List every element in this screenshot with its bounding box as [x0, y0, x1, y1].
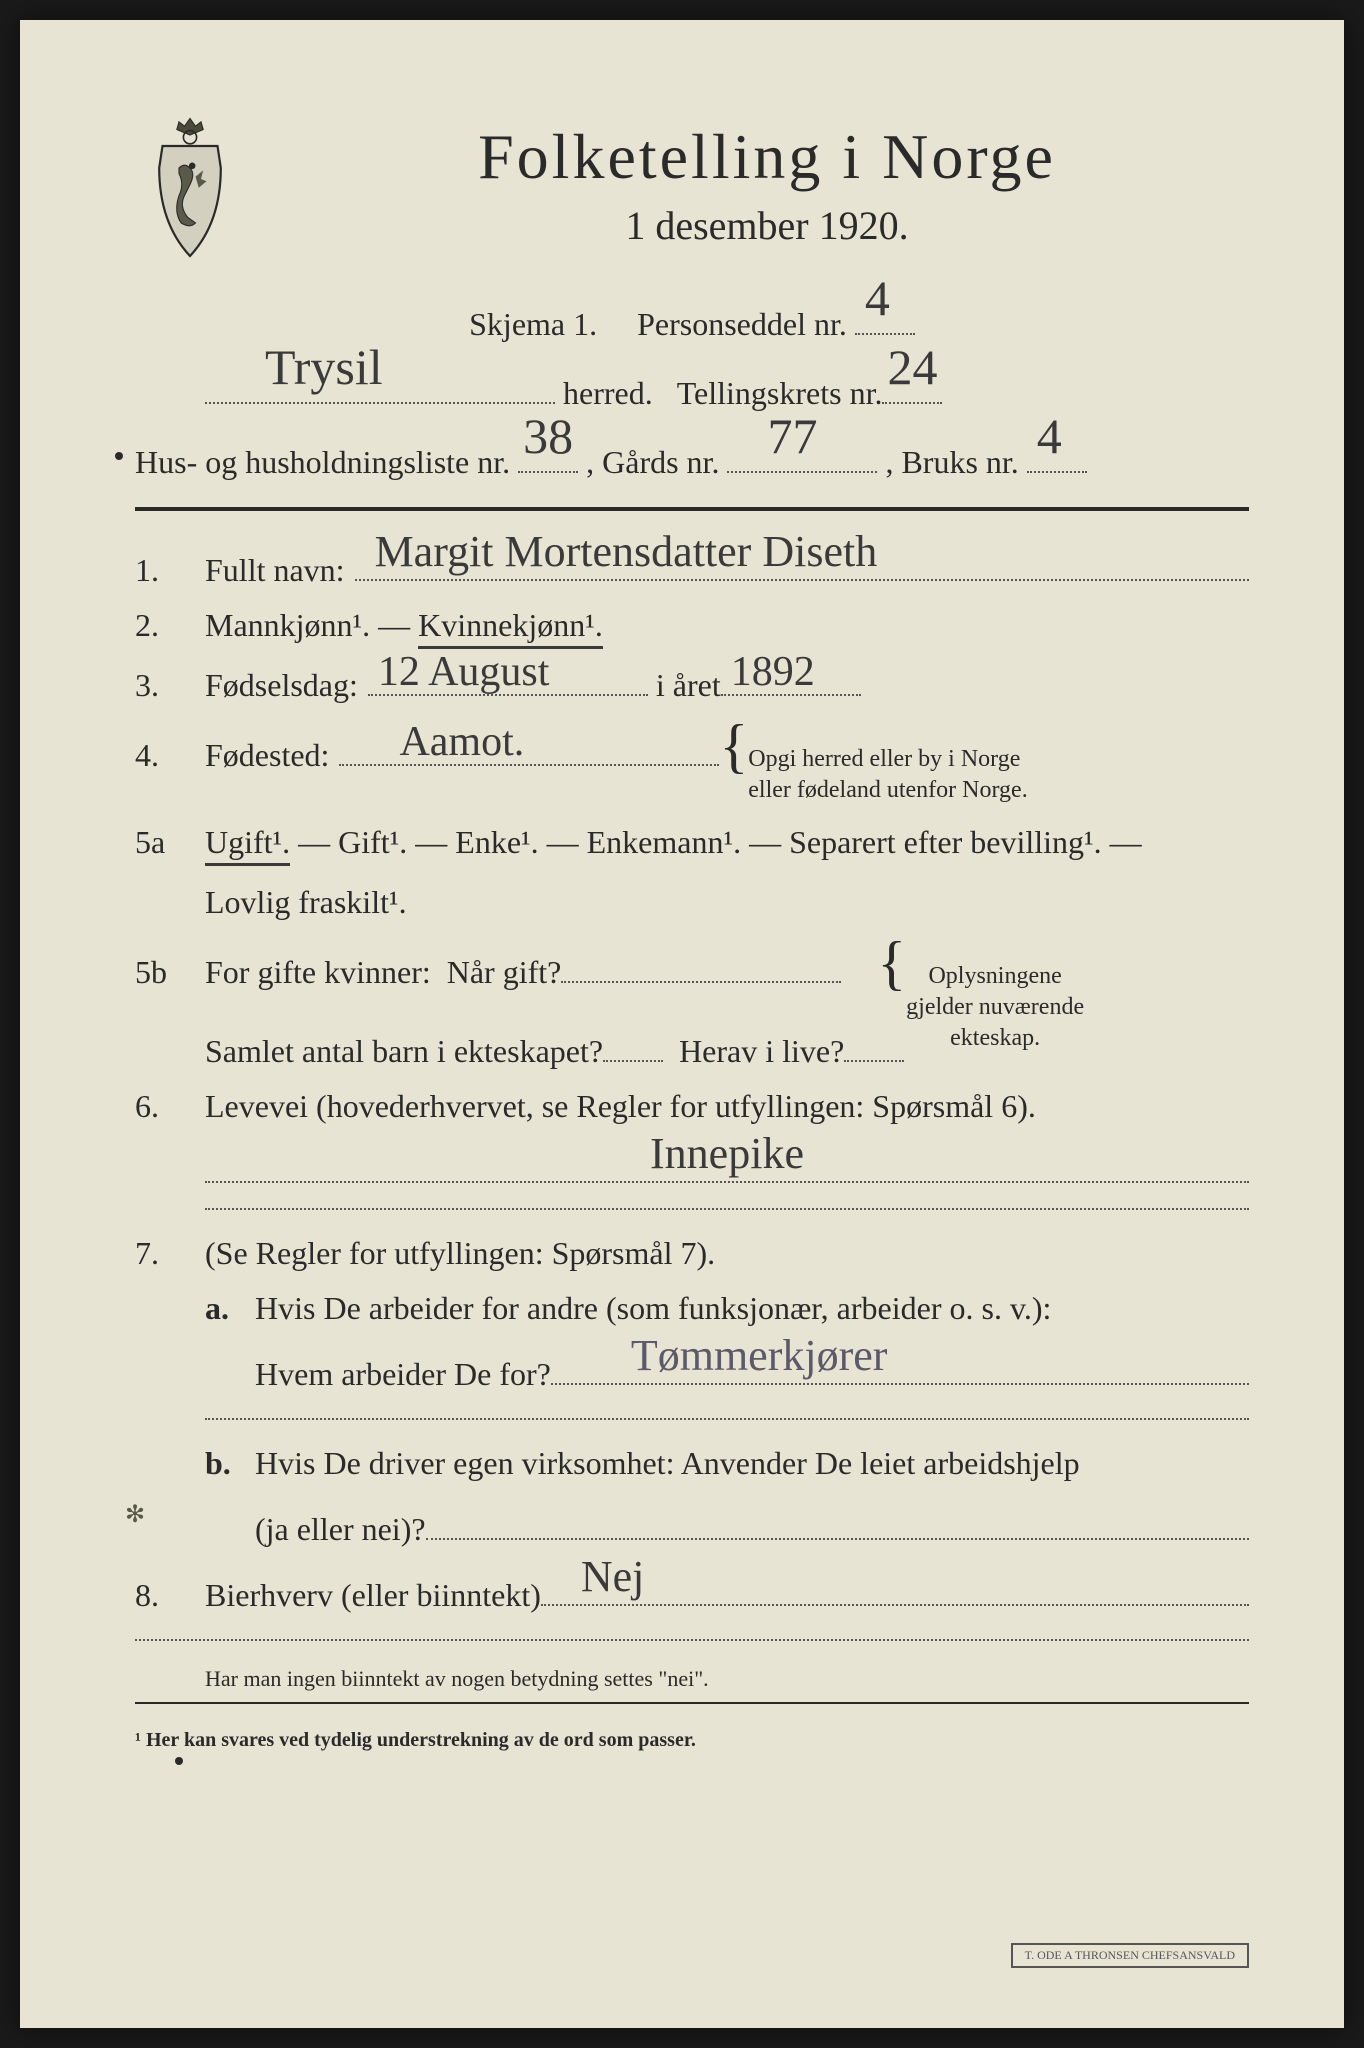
q5a-options: — Gift¹. — Enke¹. — Enkemann¹. — Separer… [298, 824, 1142, 861]
q4-value: Aamot. [399, 718, 524, 766]
q2-selected: Kvinnekjønn¹. [418, 607, 603, 649]
herred-value: Trysil [265, 327, 383, 407]
q7b-text: Hvis De driver egen virksomhet: Anvender… [255, 1445, 1080, 1482]
gards-label: , Gårds nr. [586, 444, 719, 480]
q4-note: Opgi herred eller by i Norge eller fødel… [748, 744, 1027, 806]
q5b-q2: Samlet antal barn i ekteskapet? [205, 1033, 603, 1070]
subtitle: 1 desember 1920. [285, 202, 1249, 249]
q8-row: 8. Bierhverv (eller biinntekt) Nej [135, 1566, 1249, 1614]
dot-mark [175, 1757, 183, 1765]
q7-num: 7. [135, 1235, 205, 1272]
q7a-q: Hvem arbeider De for? [255, 1356, 551, 1393]
blank-line [135, 1639, 1249, 1641]
husliste-label: Hus- og husholdningsliste nr. [135, 444, 510, 480]
census-form-document: Folketelling i Norge 1 desember 1920. Sk… [20, 20, 1344, 2028]
q6-label: Levevei (hovederhvervet, se Regler for u… [205, 1088, 1036, 1125]
herred-label: herred. [563, 368, 653, 419]
main-title: Folketelling i Norge [285, 120, 1249, 194]
q7b-letter: b. [205, 1445, 255, 1482]
brace-icon: { [877, 939, 906, 987]
footnote1: Har man ingen biinntekt av nogen betydni… [135, 1666, 1249, 1692]
q7-label: (Se Regler for utfyllingen: Spørsmål 7). [205, 1235, 715, 1272]
q5a-num: 5a [135, 824, 205, 861]
marginal-mark: ✻ [125, 1500, 145, 1529]
q6-num: 6. [135, 1088, 205, 1125]
gards-value: 77 [767, 396, 817, 476]
skjema-label: Skjema 1. [469, 306, 597, 342]
personseddel-label: Personseddel nr. [637, 306, 847, 342]
q5a-selected: Ugift¹. [205, 824, 290, 866]
q7a-value: Tømmerkjører [631, 1330, 888, 1381]
personseddel-value: 4 [865, 258, 890, 338]
q7b-row: b. Hvis De driver egen virksomhet: Anven… [135, 1445, 1249, 1482]
q1-label: Fullt navn: [205, 552, 345, 589]
q6-row: 6. Levevei (hovederhvervet, se Regler fo… [135, 1088, 1249, 1125]
q7-row: 7. (Se Regler for utfyllingen: Spørsmål … [135, 1235, 1249, 1272]
q6-value-row: Innepike [135, 1143, 1249, 1183]
q5b-note: Oplysningene gjelder nuværende ekteskap. [906, 961, 1084, 1055]
q1-value: Margit Mortensdatter Diseth [375, 526, 878, 577]
title-block: Folketelling i Norge 1 desember 1920. [285, 120, 1249, 279]
q5b-num: 5b [135, 954, 205, 991]
q7a-text: Hvis De arbeider for andre (som funksjon… [255, 1290, 1051, 1327]
q5b-label: For gifte kvinner: [205, 954, 431, 991]
husliste-value: 38 [523, 396, 573, 476]
q4-row: 4. Fødested: Aamot. { Opgi herred eller … [135, 722, 1249, 806]
q1-num: 1. [135, 552, 205, 589]
q8-num: 8. [135, 1577, 205, 1614]
brace-icon: { [719, 722, 748, 770]
blank-line [205, 1208, 1249, 1210]
q3-day-value: 12 August [378, 648, 550, 696]
q4-num: 4. [135, 737, 205, 774]
q7b-q-row: ✻ (ja eller nei)? [135, 1500, 1249, 1548]
q6-value: Innepike [650, 1128, 804, 1179]
q5b-q1: Når gift? [447, 954, 562, 991]
q5a-row: 5a Ugift¹. — Gift¹. — Enke¹. — Enkemann¹… [135, 824, 1249, 866]
q5b-q3: Herav i live? [679, 1033, 844, 1070]
bruks-label: , Bruks nr. [885, 444, 1018, 480]
q5a-row2: Lovlig fraskilt¹. [135, 884, 1249, 921]
bruks-value: 4 [1037, 396, 1062, 476]
blank-line [205, 1418, 1249, 1420]
printer-stamp: T. ODE A THRONSEN CHEFSANSVALD [1011, 1943, 1249, 1968]
q3-label: Fødselsdag: [205, 667, 358, 704]
q7a-q-row: Hvem arbeider De for? Tømmerkjører [135, 1345, 1249, 1393]
footer-rule [135, 1702, 1249, 1704]
divider-rule [135, 507, 1249, 511]
q1-row: 1. Fullt navn: Margit Mortensdatter Dise… [135, 541, 1249, 589]
q4-label: Fødested: [205, 737, 329, 774]
q3-num: 3. [135, 667, 205, 704]
q8-label: Bierhverv (eller biinntekt) [205, 1577, 541, 1614]
q8-value: Nej [581, 1551, 645, 1602]
q3-year-label: i året [656, 667, 721, 704]
herred-line: Trysil herred. Tellingskrets nr. 24 [135, 368, 1249, 419]
q7a-letter: a. [205, 1290, 255, 1327]
tellingskrets-value: 24 [887, 327, 937, 407]
q7b-q: (ja eller nei)? [255, 1511, 426, 1548]
husliste-line: Hus- og husholdningsliste nr. 38 , Gårds… [135, 437, 1249, 488]
q2-num: 2. [135, 607, 205, 644]
q3-row: 3. Fødselsdag: 12 August i året 1892 [135, 667, 1249, 704]
q7a-row: a. Hvis De arbeider for andre (som funks… [135, 1290, 1249, 1327]
footnote2: ¹ Her kan svares ved tydelig understrekn… [135, 1729, 1249, 1752]
q2-text: Mannkjønn¹. — [205, 607, 410, 644]
document-header: Folketelling i Norge 1 desember 1920. [135, 120, 1249, 279]
q3-year-value: 1892 [731, 648, 815, 696]
coat-of-arms [135, 110, 245, 270]
q2-row: 2. Mannkjønn¹. — Kvinnekjønn¹. [135, 607, 1249, 649]
q5a-line2: Lovlig fraskilt¹. [205, 884, 407, 921]
